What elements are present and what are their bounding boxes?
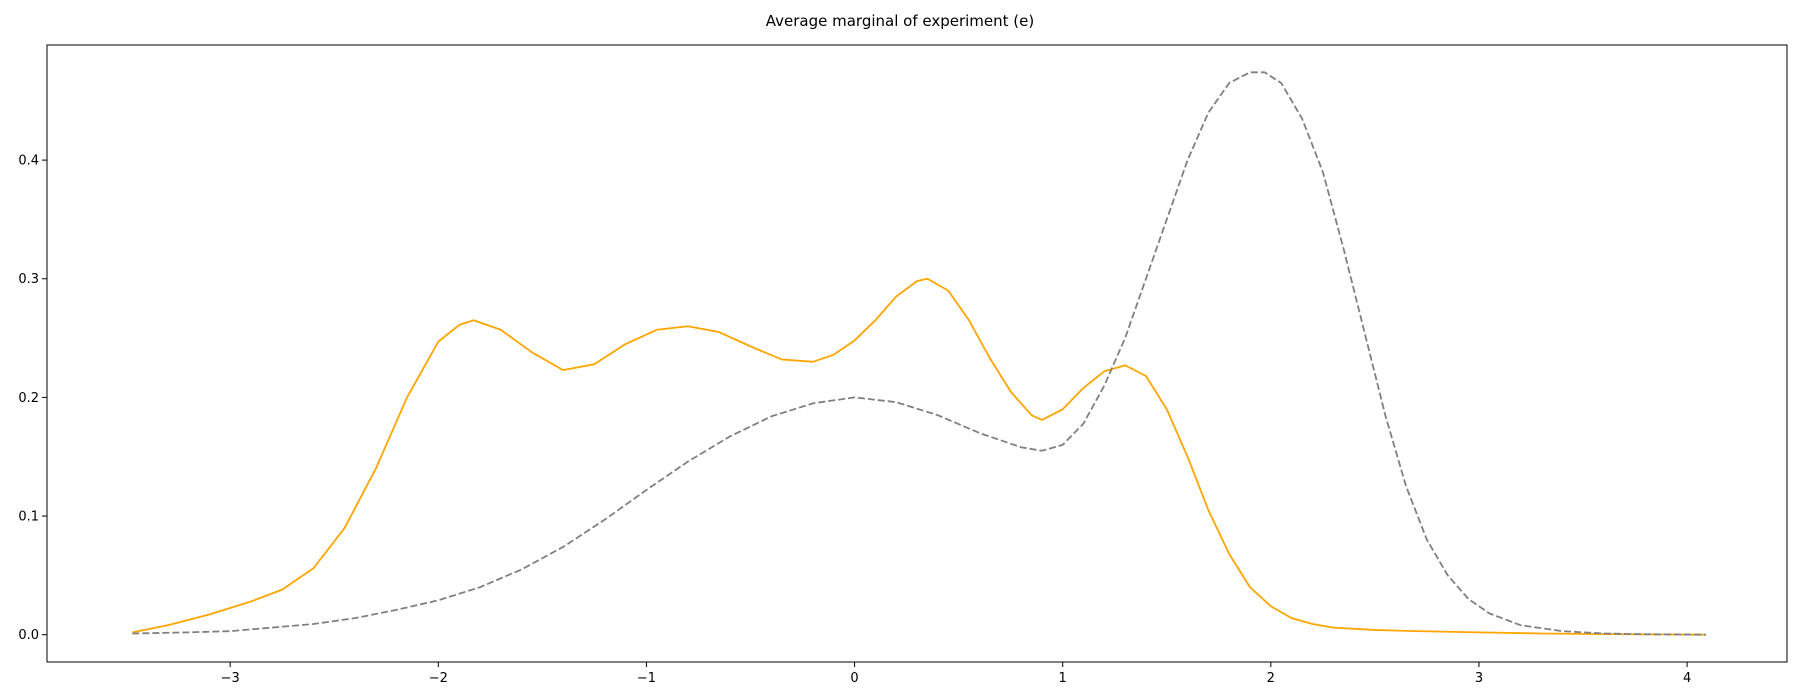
x-tick-label: −2 — [429, 671, 448, 686]
chart-title: Average marginal of experiment (e) — [766, 12, 1034, 30]
x-tick-label: 2 — [1267, 671, 1275, 686]
y-tick-label: 0.2 — [18, 391, 39, 406]
y-tick-label: 0.0 — [18, 628, 39, 643]
x-tick-label: 1 — [1059, 671, 1067, 686]
dashed-series-line-1 — [132, 71, 1706, 636]
x-tick-label: 4 — [1683, 671, 1691, 686]
x-tick-label: −3 — [221, 671, 240, 686]
y-tick-label: 0.3 — [18, 272, 39, 287]
x-tick-label: 3 — [1475, 671, 1483, 686]
series-layer — [132, 71, 1706, 636]
solid-series-line-0 — [132, 277, 1706, 636]
axes-frame — [46, 44, 1788, 663]
y-tick-label: 0.4 — [18, 154, 39, 169]
plot-area — [46, 44, 1788, 663]
x-tick-label: −1 — [637, 671, 656, 686]
x-tick-label: 0 — [850, 671, 858, 686]
y-axis: 0.0 0.1 0.2 0.3 0.4 — [18, 154, 47, 643]
x-axis: −3 −2 −1 0 1 2 3 4 — [221, 662, 1691, 686]
y-tick-label: 0.1 — [18, 510, 39, 525]
